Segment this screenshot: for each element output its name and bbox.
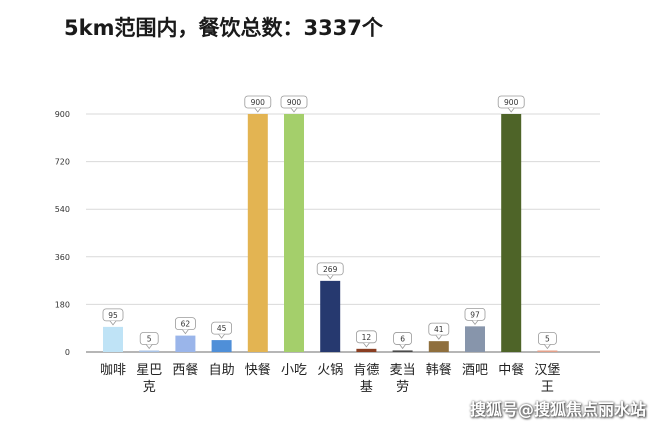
category-label: 汉堡王 <box>534 362 560 395</box>
data-label: 97 <box>470 310 480 319</box>
category-label: 麦当劳 <box>390 363 416 395</box>
category-label-line: 小吃 <box>281 362 307 378</box>
value-callout-pointer <box>435 334 443 340</box>
category-label-line: 酒吧 <box>462 363 488 378</box>
category-label-line: 中餐 <box>498 362 524 378</box>
category-label: 火锅 <box>317 362 343 378</box>
data-label: 269 <box>323 265 338 274</box>
bar <box>537 350 558 352</box>
category-label: 西餐 <box>172 362 198 378</box>
chart-title: 5km范围内，餐饮总数：3337个 <box>64 16 383 40</box>
category-label: 星巴克 <box>136 363 162 395</box>
category-label-line: 星巴 <box>136 363 162 378</box>
data-label: 5 <box>545 335 550 344</box>
category-label: 自助 <box>209 363 235 378</box>
bar <box>392 350 413 352</box>
category-label: 中餐 <box>498 362 524 378</box>
data-label: 900 <box>251 98 266 107</box>
data-label: 900 <box>504 98 519 107</box>
y-tick-label: 360 <box>55 253 70 262</box>
category-label: 肯德基 <box>353 363 379 395</box>
watermark: 搜狐号@搜狐焦点丽水站 <box>469 400 646 419</box>
category-label: 酒吧 <box>462 363 488 378</box>
category-label-line: 劳 <box>396 379 409 395</box>
bar <box>320 280 341 352</box>
value-callout-pointer <box>471 320 479 326</box>
y-tick-label: 900 <box>55 110 70 119</box>
value-callout-pointer <box>399 344 406 350</box>
y-tick-label: 540 <box>55 205 70 214</box>
category-label-line: 韩餐 <box>426 362 452 378</box>
category-label: 咖啡 <box>100 363 126 378</box>
y-tick-label: 720 <box>55 158 70 167</box>
category-label: 小吃 <box>281 362 307 378</box>
data-label: 12 <box>362 333 372 342</box>
bar <box>284 114 304 352</box>
bar <box>103 326 123 352</box>
value-callout-pointer <box>109 320 117 326</box>
category-label-line: 快餐 <box>245 362 271 378</box>
data-label: 45 <box>217 324 227 333</box>
value-callout-pointer <box>254 107 262 113</box>
data-label: 6 <box>400 334 405 343</box>
value-callout-pointer <box>218 333 225 339</box>
data-label: 900 <box>287 98 302 107</box>
bar <box>247 114 268 352</box>
bar <box>356 348 377 352</box>
value-callout-pointer <box>507 107 515 113</box>
bar <box>175 335 196 352</box>
bar <box>465 326 485 352</box>
category-label-line: 克 <box>143 380 156 395</box>
value-callout-pointer <box>326 274 334 280</box>
category-label-line: 肯德 <box>353 363 379 378</box>
category-label-line: 咖啡 <box>100 363 126 378</box>
category-label-line: 王 <box>541 380 554 395</box>
category-label-line: 基 <box>360 380 373 395</box>
category-label-line: 火锅 <box>317 362 343 378</box>
category-label: 快餐 <box>245 362 271 378</box>
y-tick-label: 0 <box>65 348 70 357</box>
bar <box>501 114 522 352</box>
bar <box>428 341 449 352</box>
data-label: 95 <box>108 311 118 320</box>
category-label-line: 麦当 <box>390 363 416 378</box>
y-tick-label: 180 <box>55 300 70 309</box>
value-callout-pointer <box>290 107 298 113</box>
bar <box>139 350 160 352</box>
data-label: 41 <box>434 325 444 334</box>
value-callout-pointer <box>363 342 370 348</box>
value-callout-pointer <box>182 329 189 335</box>
value-callout-pointer <box>544 344 551 350</box>
category-label-line: 自助 <box>209 363 235 378</box>
bar <box>211 340 232 352</box>
category-label-line: 汉堡 <box>534 362 560 378</box>
data-label: 5 <box>147 335 152 344</box>
category-label: 韩餐 <box>426 362 452 378</box>
value-callout-pointer <box>145 344 153 350</box>
data-label: 62 <box>181 320 191 329</box>
category-label-line: 西餐 <box>172 362 198 378</box>
